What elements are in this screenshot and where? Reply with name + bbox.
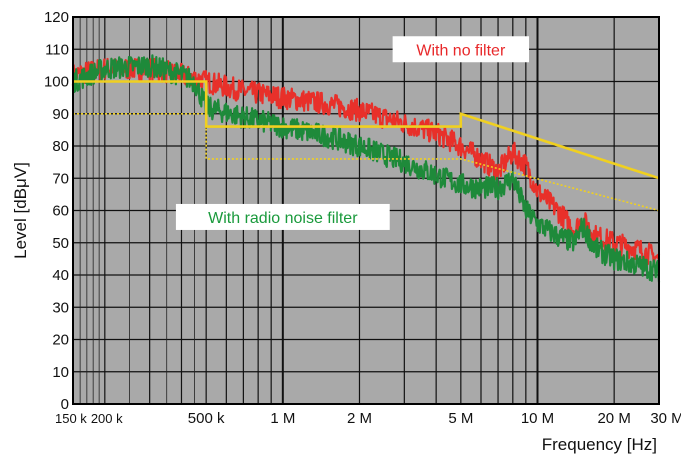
y-tick-label: 70 xyxy=(52,170,69,187)
y-tick-label: 10 xyxy=(52,364,69,381)
x-tick-label: 150 k xyxy=(55,411,87,426)
x-tick-label: 1 M xyxy=(270,410,295,427)
y-tick-label: 30 xyxy=(52,299,69,316)
y-tick-label: 80 xyxy=(52,138,69,155)
y-tick-label: 20 xyxy=(52,332,69,349)
y-tick-label: 50 xyxy=(52,235,69,252)
y-tick-labels: 0 10 20 30 40 50 60 70 80 90 100 110 120 xyxy=(44,9,69,413)
annotation-box-0 xyxy=(392,36,530,63)
y-tick-label: 0 xyxy=(61,396,69,413)
annotation-label-0: With no filter xyxy=(416,42,506,59)
y-tick-label: 120 xyxy=(44,9,69,26)
x-tick-label: 20 M xyxy=(597,410,630,427)
y-tick-label: 40 xyxy=(52,267,69,284)
series-layer xyxy=(71,54,661,283)
x-tick-label: 5 M xyxy=(448,410,473,427)
x-tick-label: 2 M xyxy=(347,410,372,427)
x-axis-label: Frequency [Hz] xyxy=(542,435,657,454)
y-tick-label: 60 xyxy=(52,203,69,220)
x-tick-label: 30 M xyxy=(650,410,681,427)
annotation-layer: With no filter With radio noise filter xyxy=(175,36,530,230)
x-tick-label: 500 k xyxy=(188,410,225,427)
x-tick-label: 10 M xyxy=(521,410,554,427)
x-tick-label: 200 k xyxy=(91,411,123,426)
y-tick-label: 100 xyxy=(44,74,69,91)
y-tick-label: 90 xyxy=(52,106,69,123)
annotation-label-1: With radio noise filter xyxy=(208,210,358,227)
plot-border xyxy=(72,16,660,405)
y-tick-label: 110 xyxy=(45,41,69,58)
y-axis-label: Level [dBμV] xyxy=(11,162,30,259)
limit-line-average xyxy=(73,113,660,212)
series-line-1 xyxy=(71,54,661,283)
x-tick-labels: 150 k 200 k 500 k 1 M 2 M 5 M 10 M 20 M 30 M xyxy=(55,410,681,427)
annotation-box-1 xyxy=(175,203,390,230)
limit-line-quasi-peak xyxy=(73,80,660,180)
